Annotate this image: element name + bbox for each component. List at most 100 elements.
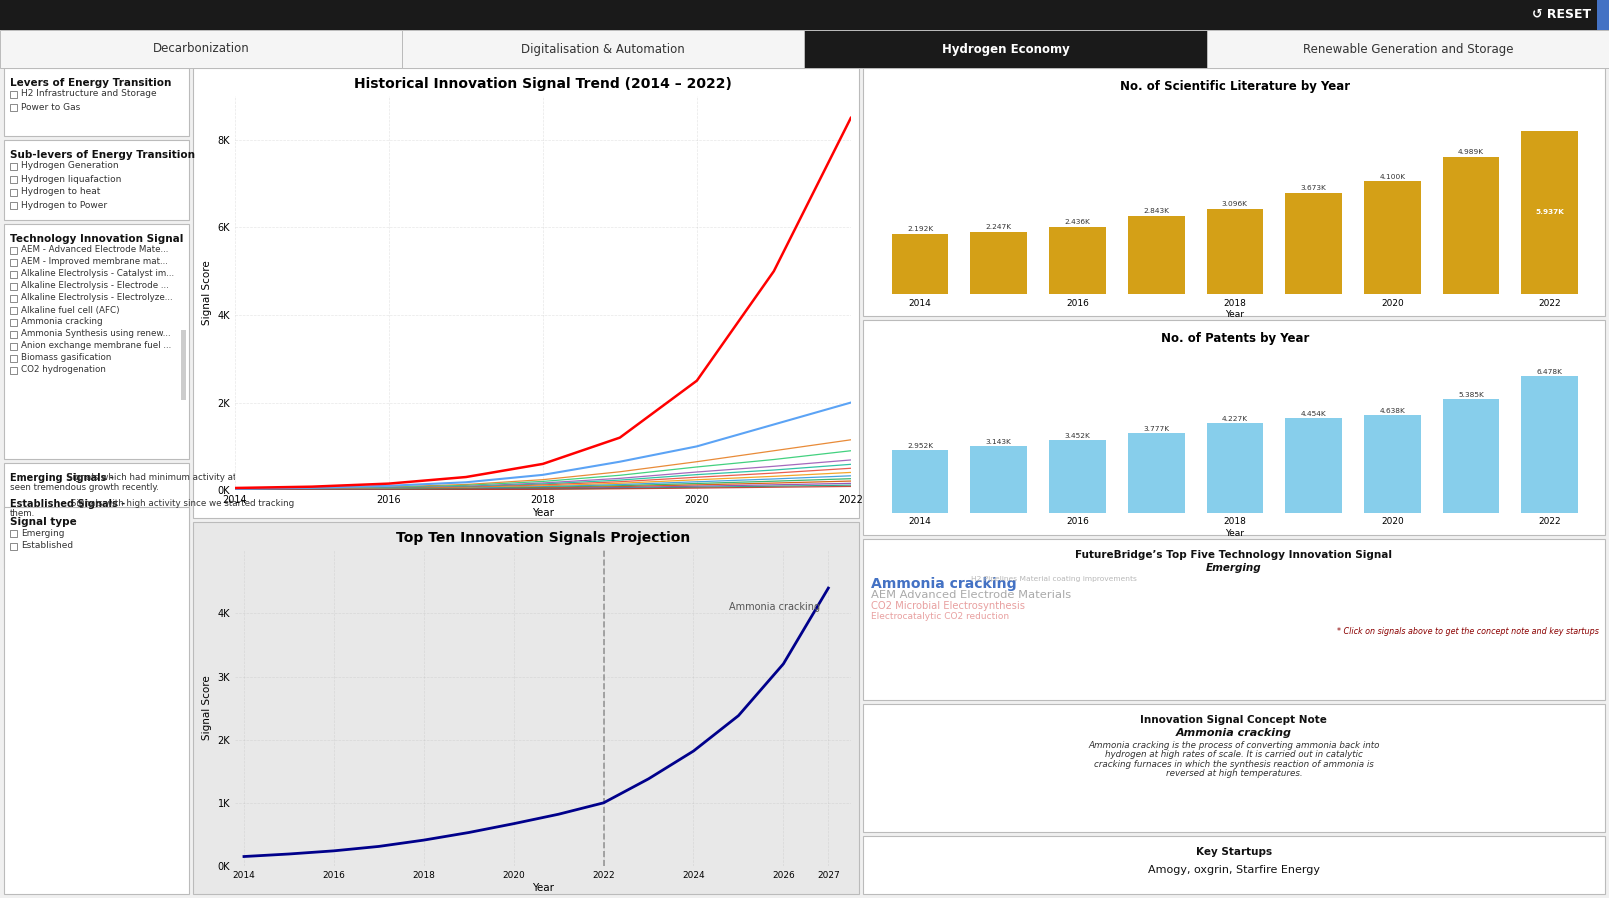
Bar — [1522, 375, 1578, 513]
Text: Technology Innovation Signal: Technology Innovation Signal — [10, 234, 183, 244]
Bar — [1128, 216, 1184, 294]
Text: FutureBridge’s Top Five Technology Innovation Signal: FutureBridge’s Top Five Technology Innov… — [1075, 550, 1392, 559]
Text: 4.454K: 4.454K — [1300, 411, 1326, 418]
Bar — [10, 91, 18, 98]
Bar — [1443, 399, 1500, 513]
Text: AEM Advanced Electrode Materials: AEM Advanced Electrode Materials — [870, 590, 1072, 600]
Bar — [1286, 193, 1342, 294]
Bar — [970, 232, 1027, 294]
Bar — [862, 704, 1606, 832]
Bar — [3, 140, 188, 220]
Bar — [10, 189, 18, 196]
Text: Established: Established — [21, 541, 72, 550]
Bar — [10, 319, 18, 326]
Title: Historical Innovation Signal Trend (2014 – 2022): Historical Innovation Signal Trend (2014… — [354, 76, 732, 91]
Text: H2 Pipelines Material coating improvements: H2 Pipelines Material coating improvemen… — [970, 576, 1136, 582]
Bar — [10, 176, 18, 183]
Text: Sub-levers of Energy Transition: Sub-levers of Energy Transition — [10, 150, 195, 160]
Text: 3.673K: 3.673K — [1300, 185, 1326, 191]
Text: AEM - Advanced Electrode Mate...: AEM - Advanced Electrode Mate... — [21, 245, 169, 254]
Text: 3.452K: 3.452K — [1065, 433, 1091, 438]
Text: Hydrogen Generation: Hydrogen Generation — [21, 162, 119, 171]
Title: No. of Scientific Literature by Year: No. of Scientific Literature by Year — [1120, 81, 1350, 93]
Bar — [1364, 415, 1421, 513]
Bar — [10, 331, 18, 338]
Text: * Click on signals above to get the concept note and key startups: * Click on signals above to get the conc… — [1337, 627, 1599, 636]
Text: Key Startups: Key Startups — [1195, 847, 1273, 857]
Bar — [3, 224, 188, 459]
Text: Hydrogen to Power: Hydrogen to Power — [21, 200, 108, 209]
X-axis label: Year: Year — [1226, 311, 1244, 320]
Text: Ammonia cracking is the process of converting ammonia back into: Ammonia cracking is the process of conve… — [1088, 741, 1379, 750]
Text: Alkaline fuel cell (AFC): Alkaline fuel cell (AFC) — [21, 305, 119, 314]
Text: 5.385K: 5.385K — [1458, 392, 1483, 398]
Text: H2 Infrastructure and Storage: H2 Infrastructure and Storage — [21, 90, 156, 99]
Bar — [0, 30, 402, 68]
Bar — [10, 104, 18, 111]
Text: 2.843K: 2.843K — [1142, 208, 1170, 214]
X-axis label: Year: Year — [533, 883, 553, 893]
Text: Emerging: Emerging — [21, 529, 64, 538]
Bar — [10, 355, 18, 362]
Bar — [970, 446, 1027, 513]
Text: AEM - Improved membrane mat...: AEM - Improved membrane mat... — [21, 258, 167, 267]
Text: Signal type: Signal type — [10, 517, 77, 527]
Bar — [1598, 0, 1609, 30]
X-axis label: Year: Year — [533, 507, 553, 518]
Text: them.: them. — [10, 509, 35, 518]
Text: 3.096K: 3.096K — [1221, 201, 1249, 207]
Bar — [891, 450, 948, 513]
Text: CO2 hydrogenation: CO2 hydrogenation — [21, 365, 106, 374]
Y-axis label: Signal Score: Signal Score — [203, 260, 212, 325]
Text: Hydrogen Economy: Hydrogen Economy — [941, 42, 1070, 56]
Bar — [804, 30, 1207, 68]
Bar — [10, 307, 18, 314]
Text: reversed at high temperatures.: reversed at high temperatures. — [1165, 769, 1302, 779]
Text: Levers of Energy Transition: Levers of Energy Transition — [10, 78, 172, 88]
Text: hydrogen at high rates of scale. It is carried out in catalytic: hydrogen at high rates of scale. It is c… — [1105, 750, 1363, 759]
Bar — [1286, 418, 1342, 513]
Bar — [3, 68, 188, 136]
Text: Amogy, oxgrin, Starfire Energy: Amogy, oxgrin, Starfire Energy — [1147, 865, 1319, 875]
Text: 3.143K: 3.143K — [986, 439, 1012, 445]
Text: Power to Gas: Power to Gas — [21, 102, 80, 111]
Bar — [10, 247, 18, 254]
X-axis label: Year: Year — [1226, 529, 1244, 538]
Bar — [193, 522, 859, 894]
Bar — [10, 367, 18, 374]
Title: No. of Patents by Year: No. of Patents by Year — [1160, 332, 1310, 345]
Bar — [1443, 157, 1500, 294]
Text: Signals with high activity since we started tracking: Signals with high activity since we star… — [68, 499, 294, 508]
Text: Anion exchange membrane fuel ...: Anion exchange membrane fuel ... — [21, 341, 171, 350]
Bar — [3, 463, 188, 568]
Text: 2.192K: 2.192K — [907, 226, 933, 232]
Text: Innovation Signal Concept Note: Innovation Signal Concept Note — [1141, 715, 1327, 725]
Text: Alkaline Electrolysis - Electrolyze...: Alkaline Electrolysis - Electrolyze... — [21, 294, 172, 303]
Bar — [1049, 227, 1105, 294]
Text: Emerging: Emerging — [1207, 562, 1261, 573]
Text: CO2 Microbial Electrosynthesis: CO2 Microbial Electrosynthesis — [870, 601, 1025, 611]
Text: Emerging Signals -: Emerging Signals - — [10, 473, 114, 483]
Text: Electrocatalytic CO2 reduction: Electrocatalytic CO2 reduction — [870, 612, 1009, 621]
Text: Ammonia cracking: Ammonia cracking — [870, 577, 1017, 591]
Bar — [402, 30, 804, 68]
Text: Signals which had minimum activity at the start but have: Signals which had minimum activity at th… — [64, 473, 317, 482]
Bar — [10, 259, 18, 266]
Text: 4.100K: 4.100K — [1379, 173, 1405, 180]
Text: 4.989K: 4.989K — [1458, 149, 1483, 155]
Bar — [862, 836, 1606, 894]
Text: Renewable Generation and Storage: Renewable Generation and Storage — [1303, 42, 1512, 56]
Bar — [10, 343, 18, 350]
Bar — [1207, 30, 1609, 68]
Bar — [0, 0, 1609, 30]
Bar — [1128, 433, 1184, 513]
Title: Top Ten Innovation Signals Projection: Top Ten Innovation Signals Projection — [396, 531, 690, 545]
Bar — [1522, 131, 1578, 294]
Text: cracking furnaces in which the synthesis reaction of ammonia is: cracking furnaces in which the synthesis… — [1094, 760, 1374, 769]
Text: Established Signals -: Established Signals - — [10, 499, 126, 509]
Bar — [3, 507, 188, 894]
Bar — [10, 530, 18, 537]
Text: 4.227K: 4.227K — [1221, 416, 1249, 422]
Bar — [862, 539, 1606, 700]
Text: ↺ RESET: ↺ RESET — [1532, 8, 1591, 22]
